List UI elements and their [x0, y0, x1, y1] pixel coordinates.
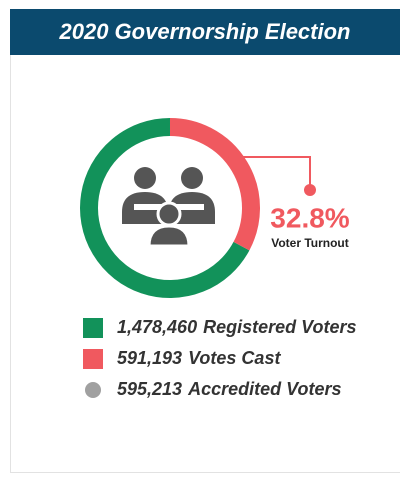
legend-marker [83, 349, 103, 369]
legend-name: Votes Cast [188, 348, 281, 368]
voters-icon [122, 167, 215, 248]
legend-entry: 1,478,460 Registered Voters [117, 317, 356, 337]
connector [228, 156, 311, 190]
legend-marker [85, 382, 101, 398]
turnout-arc [169, 118, 260, 251]
legend-value: 591,193 [117, 348, 182, 368]
legend-name: Registered Voters [203, 317, 356, 337]
legend-entry: 595,213 Accredited Voters [117, 379, 341, 399]
legend-name: Accredited Voters [187, 379, 341, 399]
legend-value: 595,213 [117, 379, 182, 399]
title: 2020 Governorship Election [59, 19, 351, 44]
card [10, 55, 400, 473]
legend-value: 1,478,460 [117, 317, 197, 337]
remainder-arc [80, 118, 250, 298]
legend-entry: 591,193 Votes Cast [117, 348, 281, 368]
header-bar [10, 9, 400, 55]
connector-dot [304, 184, 316, 196]
turnout-caption: Voter Turnout [271, 236, 349, 250]
turnout-value: 32.8% [270, 202, 349, 233]
legend-marker [83, 318, 103, 338]
